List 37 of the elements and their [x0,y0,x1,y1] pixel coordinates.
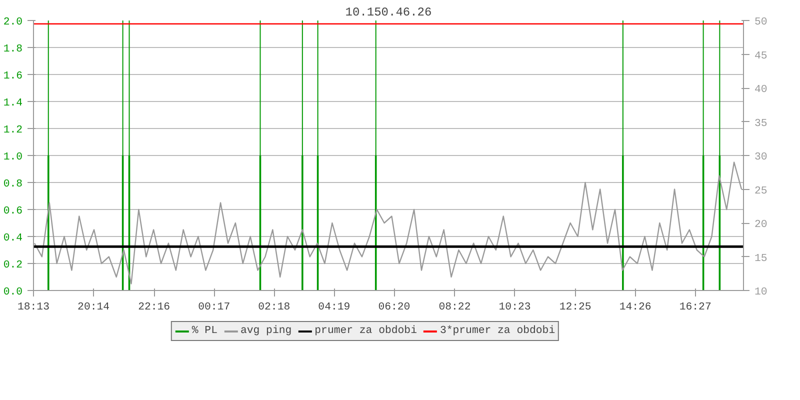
y-tick-label: 0.8 [3,178,23,190]
y2-tick-label: 40 [754,84,768,96]
x-tick-label: 16:27 [679,302,712,314]
x-tick-label: 06:20 [378,302,410,314]
x-tick-label: 08:22 [438,302,471,314]
x-tick-label: 14:26 [619,302,652,314]
y-tick-label: 1.8 [3,44,23,56]
y2-tick-label: 20 [754,219,768,231]
legend-label: % PL [192,325,218,337]
legend-label: avg ping [240,325,292,337]
y-tick-label: 1.2 [3,124,23,136]
y-tick-label: 1.4 [3,98,23,110]
y-tick-label: 1.6 [3,70,23,82]
x-tick-label: 02:18 [258,302,290,314]
y-tick-label: 2.0 [3,16,23,28]
chart-title: 10.150.46.26 [345,6,432,20]
y-tick-label: 1.0 [3,152,23,164]
y-tick-label: 0.4 [3,232,23,244]
y2-tick-label: 30 [754,152,768,164]
y-tick-label: 0.2 [3,260,23,272]
y2-tick-label: 25 [754,185,768,198]
y2-tick-label: 15 [754,252,768,265]
y2-tick-label: 35 [754,118,768,130]
x-tick-label: 10:23 [498,302,531,314]
x-tick-label: 18:13 [18,302,50,314]
x-tick-label: 04:19 [318,302,350,314]
y2-tick-label: 50 [754,16,768,28]
x-tick-label: 12:25 [559,302,592,314]
x-tick-label: 22:16 [138,302,170,314]
y2-tick-label: 45 [754,50,768,62]
y-tick-label: 0.0 [3,286,23,298]
legend-label: prumer za obdobi [314,325,417,337]
x-tick-label: 00:17 [198,302,230,314]
legend-label: 3*prumer za obdobi [440,325,556,337]
x-tick-label: 20:14 [78,302,110,314]
y-tick-label: 0.6 [3,206,23,218]
y2-tick-label: 10 [754,286,768,298]
